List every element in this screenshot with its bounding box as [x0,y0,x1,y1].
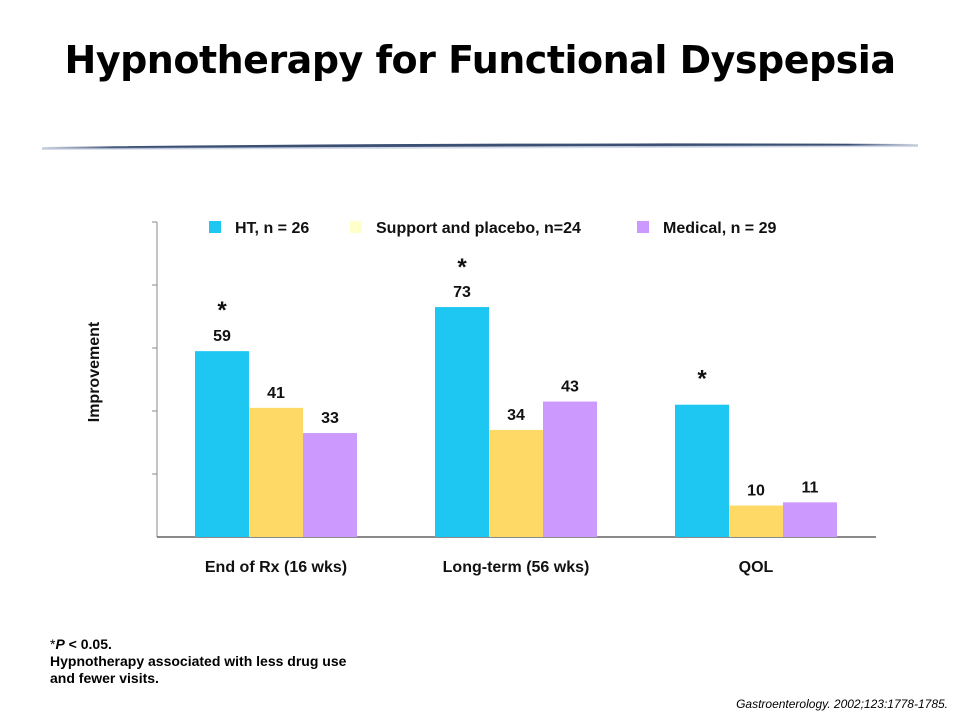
footnote-p-value: < 0.05. [64,636,112,652]
bar-value-label: 43 [561,379,579,396]
bar-value-label: 10 [747,483,765,500]
bar-ht-2 [675,404,729,537]
footnote-p-label: P [55,636,65,652]
y-axis-label: Improvement [86,321,103,422]
slide-title: Hypnotherapy for Functional Dyspepsia [64,38,896,82]
bar-ht-0 [195,351,249,537]
footnote-symbol: * [50,636,56,652]
title-divider [42,143,918,150]
footnote-line-2: Hypnotherapy associated with less drug u… [50,653,347,669]
bar-support-placebo-0 [249,407,303,537]
legend-label: Medical, n = 29 [663,220,776,237]
significance-marker: * [457,254,467,281]
legend-swatch [350,221,362,233]
significance-marker: * [697,366,707,393]
footnote-line-3: and fewer visits. [50,670,159,686]
bars-group [195,307,837,537]
footnote-significance: *P < 0.05. [50,636,346,653]
legend: HT, n = 26 Support and placebo, n=24 Medic… [209,220,776,237]
legend-label: HT, n = 26 [235,220,309,237]
bar-value-label: 41 [267,385,285,402]
legend-label: Support and placebo, n=24 [376,220,581,237]
significance-markers-group: * * * [217,254,707,393]
bar-medical-1 [543,401,597,537]
bar-support-placebo-1 [489,429,543,537]
bar-value-label: 34 [507,407,525,424]
bar-labels-group: 59 41 33 73 34 43 10 11 [213,284,818,499]
x-tick-label: Long-term (56 wks) [443,559,590,576]
x-tick-labels-group: End of Rx (16 wks) Long-term (56 wks) QOL [205,559,774,576]
bar-medical-2 [783,502,837,537]
bar-support-placebo-2 [729,505,783,537]
x-tick-label: End of Rx (16 wks) [205,559,347,576]
footnote: *P < 0.05. Hypnotherapy associated with … [50,636,346,687]
bar-value-label: 59 [213,328,231,345]
bar-value-label: 11 [802,479,819,496]
bar-value-label: 73 [453,284,471,301]
bar-medical-0 [303,433,357,537]
legend-swatch [209,221,221,233]
x-tick-label: QOL [739,559,774,576]
bar-ht-1 [435,307,489,537]
significance-marker: * [217,297,227,324]
citation: Gastroenterology. 2002;123:1778-1785. [736,697,948,711]
legend-swatch [637,221,649,233]
bar-value-label: 33 [321,410,339,427]
